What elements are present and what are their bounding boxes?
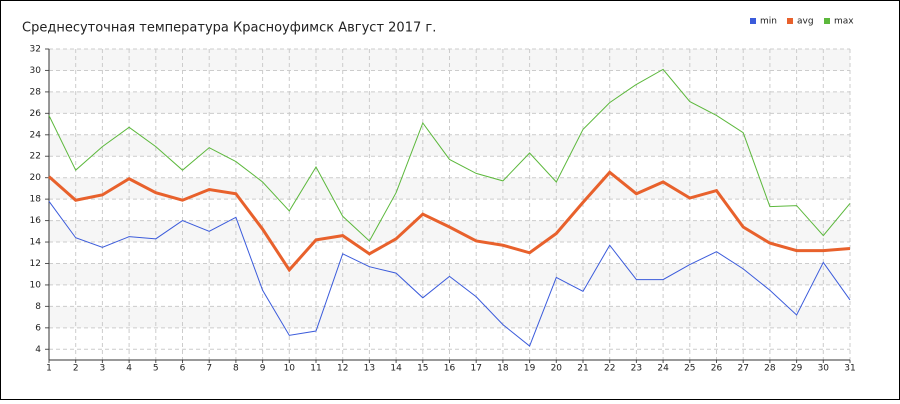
legend-label: max	[834, 17, 854, 27]
x-tick-label: 8	[233, 364, 239, 374]
x-tick-label: 11	[310, 364, 321, 374]
y-tick-label: 12	[30, 259, 41, 269]
y-tick-label: 30	[30, 66, 42, 76]
band	[49, 177, 850, 200]
y-tick-label: 14	[30, 238, 42, 248]
y-tick-label: 10	[30, 280, 42, 290]
x-tick-label: 7	[206, 364, 212, 374]
x-tick-label: 5	[153, 364, 159, 374]
band	[49, 134, 850, 157]
x-tick-label: 1	[46, 364, 52, 374]
legend-swatch	[750, 18, 756, 24]
x-tick-label: 14	[390, 364, 402, 374]
x-tick-label: 26	[711, 364, 723, 374]
x-tick-label: 29	[791, 364, 803, 374]
y-tick-label: 16	[30, 216, 42, 226]
y-tick-label: 22	[30, 152, 41, 162]
x-tick-label: 17	[470, 364, 481, 374]
x-tick-label: 12	[337, 364, 348, 374]
x-tick-label: 2	[73, 364, 79, 374]
x-tick-label: 21	[577, 364, 588, 374]
x-tick-label: 10	[284, 364, 296, 374]
x-tick-label: 24	[657, 364, 669, 374]
x-tick-label: 9	[260, 364, 266, 374]
legend-swatch	[787, 18, 793, 24]
x-tick-label: 18	[497, 364, 509, 374]
y-tick-label: 20	[30, 173, 42, 183]
y-tick-label: 32	[30, 45, 41, 55]
chart-title: Среднесуточная температура Красноуфимск …	[22, 21, 436, 36]
band	[49, 91, 850, 114]
x-tick-label: 15	[417, 364, 428, 374]
y-tick-label: 6	[35, 323, 41, 333]
x-tick-label: 31	[844, 364, 855, 374]
x-tick-label: 30	[818, 364, 830, 374]
series-line	[48, 68, 851, 242]
legend-label: min	[760, 17, 777, 27]
x-tick-label: 27	[737, 364, 748, 374]
series-line	[48, 170, 851, 273]
y-tick-label: 8	[35, 302, 41, 312]
x-tick-label: 3	[100, 364, 106, 374]
legend-label: avg	[797, 17, 814, 27]
y-tick-label: 28	[30, 87, 42, 97]
x-tick-label: 4	[126, 364, 132, 374]
y-tick-label: 4	[35, 345, 41, 355]
x-tick-label: 16	[444, 364, 456, 374]
x-tick-label: 23	[631, 364, 642, 374]
x-tick-label: 28	[764, 364, 776, 374]
y-tick-label: 24	[30, 130, 42, 140]
x-tick-label: 20	[551, 364, 563, 374]
x-tick-label: 6	[180, 364, 186, 374]
x-tick-label: 19	[524, 364, 536, 374]
x-tick-label: 13	[364, 364, 375, 374]
x-tick-label: 22	[604, 364, 615, 374]
y-tick-label: 26	[30, 109, 42, 119]
legend-swatch	[824, 18, 830, 24]
y-tick-label: 18	[30, 195, 42, 205]
x-tick-label: 25	[684, 364, 695, 374]
series-line	[48, 200, 851, 347]
